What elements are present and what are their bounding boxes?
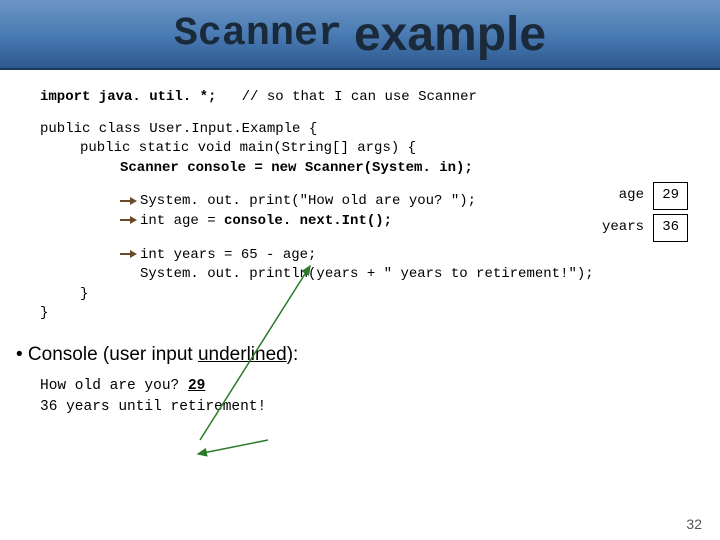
bullet-tail: ):	[287, 344, 299, 365]
title-bar: Scanner example	[0, 0, 720, 70]
code-scanner-decl: Scanner console = new Scanner(System. in…	[40, 159, 690, 179]
console-line1-prompt: How old are you?	[40, 378, 188, 394]
var-years-box: 36	[653, 214, 688, 242]
code-println: System. out. println(years + " years to …	[140, 266, 594, 282]
code-years-calc: int years = 65 - age;	[140, 247, 316, 263]
var-years-label: years	[602, 218, 644, 238]
console-line2: 36 years until retirement!	[40, 397, 690, 418]
code-age-decl: int age =	[140, 213, 224, 229]
code-main: public static void main(String[] args) {	[40, 139, 690, 159]
code-close-class: }	[40, 304, 690, 324]
bullet-underlined: underlined	[198, 344, 287, 365]
var-age-label: age	[619, 186, 644, 206]
code-nextint: console. next.Int();	[224, 213, 392, 229]
console-output: How old are you? 29 36 years until retir…	[0, 370, 720, 418]
arrow-icon	[120, 196, 138, 206]
code-comment: // so that I can use Scanner	[242, 89, 477, 105]
arrow-icon	[120, 215, 138, 225]
title-word-scanner: Scanner	[174, 12, 342, 57]
console-heading: • Console (user input underlined):	[0, 334, 720, 370]
code-block: import java. util. *; // so that I can u…	[0, 70, 720, 334]
console-line1-input: 29	[188, 378, 205, 394]
arrow-icon	[120, 249, 138, 259]
page-number: 32	[686, 516, 702, 532]
var-age-box: 29	[653, 182, 688, 210]
code-print: System. out. print("How old are you? ");	[140, 193, 476, 209]
code-close-main: }	[40, 285, 690, 305]
bullet-text: • Console (user input	[16, 344, 198, 365]
code-class: public class User.Input.Example {	[40, 120, 690, 140]
code-import: import java. util. *;	[40, 89, 216, 105]
title-word-example: example	[354, 7, 546, 62]
